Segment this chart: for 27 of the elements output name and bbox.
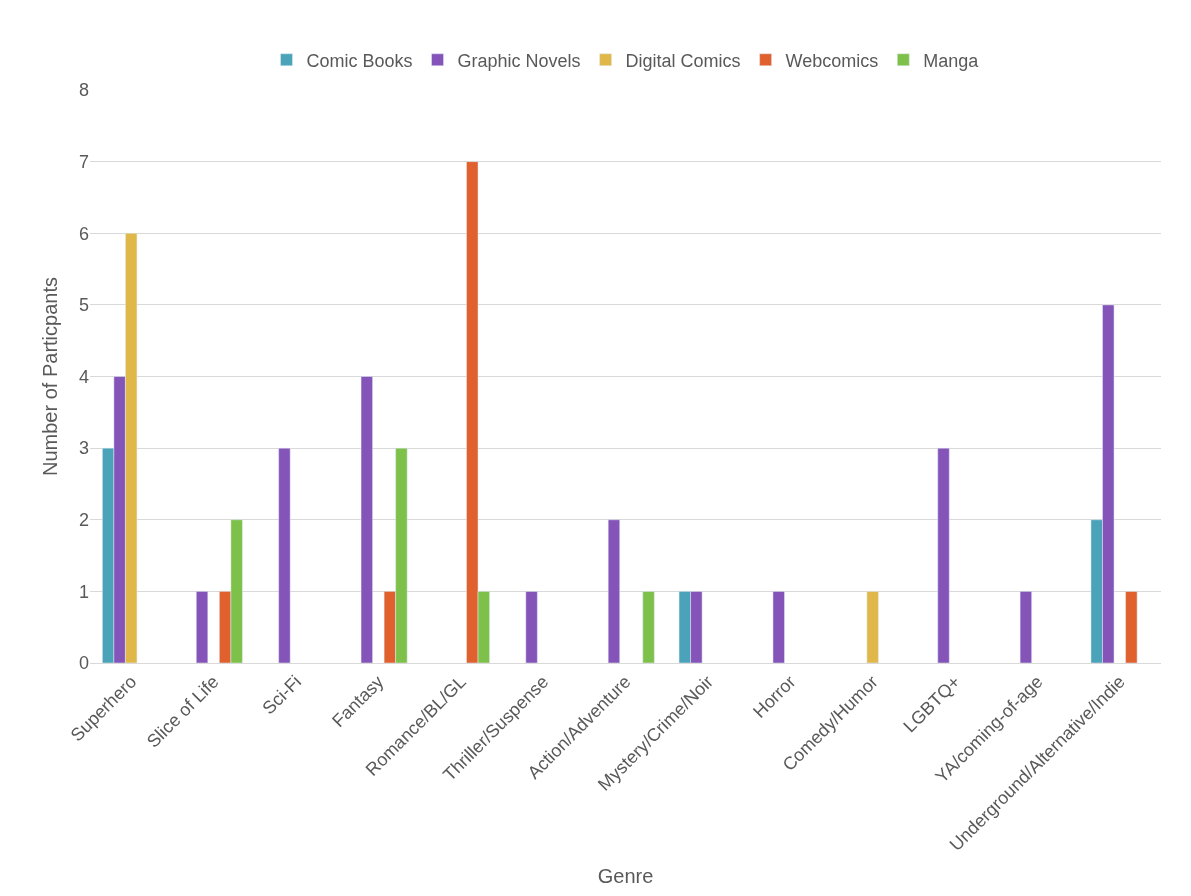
y-tick-label: 3 [78, 438, 89, 459]
y-tick-label: 8 [78, 80, 89, 101]
legend-label: Manga [923, 50, 980, 71]
y-tick-label: 1 [78, 581, 89, 602]
y-tick-label: 0 [78, 653, 89, 674]
bar [937, 447, 950, 663]
bar [642, 591, 655, 663]
x-axis-title: Genre [597, 865, 654, 888]
y-axis-title: Number of Particpants [39, 277, 62, 476]
bar [866, 591, 879, 663]
bar [525, 591, 538, 663]
bar [196, 591, 209, 663]
legend-label: Digital Comics [625, 50, 741, 71]
y-tick-label: 7 [78, 151, 89, 172]
legend-label: Webcomics [785, 50, 879, 71]
y-tick-label: 6 [78, 223, 89, 244]
y-tick-label: 4 [78, 366, 89, 387]
y-tick-label: 2 [78, 510, 89, 531]
legend-label: Graphic Novels [457, 50, 581, 71]
bar [607, 519, 620, 663]
y-tick-label: 5 [78, 295, 89, 316]
bar [360, 376, 373, 663]
bar [1019, 591, 1032, 663]
bar [278, 447, 291, 663]
bar [1125, 591, 1138, 663]
legend-label: Comic Books [306, 50, 413, 71]
bar [772, 591, 785, 663]
